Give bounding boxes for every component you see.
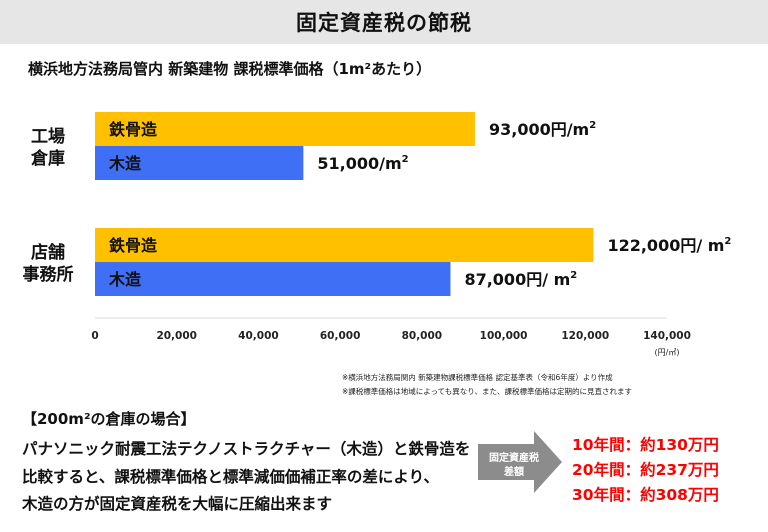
result-10-years: 10年間：約130万円 (572, 436, 719, 454)
right-arrow-icon (478, 431, 562, 493)
arrow-label-line: 差額 (504, 467, 524, 478)
chart-subtitle: 横浜地方法務局管内 新築建物 課税標準価格（1m²あたり） (28, 60, 432, 78)
x-tick-label: 120,000 (561, 330, 609, 342)
x-tick-label: 100,000 (480, 330, 528, 342)
bar-series-label: 鉄骨造 (109, 236, 158, 255)
arrow-label-line: 固定資産税 (489, 453, 539, 464)
arrow-label: 固定資産税 差額 (480, 452, 548, 480)
data-label: 93,000円/m2 (489, 120, 596, 139)
x-tick-label: 80,000 (402, 330, 443, 342)
bar-series-label: 木造 (108, 270, 142, 289)
category-label: 店舗 (31, 242, 65, 263)
category-label: 事務所 (23, 264, 74, 285)
x-tick-label: 0 (91, 330, 98, 342)
title-bar: 固定資産税の節税 (0, 0, 768, 44)
case-heading: 【200m²の倉庫の場合】 (22, 410, 196, 428)
source-notes: ※横浜地方法務局関内 新築建物課税標準価格 認定基準表（令和6年度）より作成 ※… (342, 371, 632, 399)
category-label: 工場 (31, 127, 65, 147)
case-line: 比較すると、課税標準価格と標準減価価補正率の差により、 (22, 467, 439, 486)
category-label: 倉庫 (30, 148, 65, 169)
bar (95, 112, 475, 146)
x-tick-label: 40,000 (238, 330, 279, 342)
bar (95, 262, 451, 296)
page-title: 固定資産税の節税 (296, 11, 472, 35)
x-tick-label: 20,000 (156, 330, 197, 342)
result-30-years: 30年間：約308万円 (572, 486, 719, 504)
case-line: パナソニック耐震工法テクノストラクチャー（木造）と鉄骨造を (22, 440, 471, 458)
bar-series-label: 鉄骨造 (109, 120, 158, 139)
savings-results: 10年間：約130万円 20年間：約237万円 30年間：約308万円 (572, 433, 719, 508)
x-tick-label: 140,000 (643, 330, 691, 342)
revision-note: ※課税標準価格は地域によっても異なり、また、課税標準価格は定期的に見直されます (342, 387, 633, 396)
bar (95, 228, 594, 262)
case-description: パナソニック耐震工法テクノストラクチャー（木造）と鉄骨造を 比較すると、課税標準… (22, 436, 470, 519)
bar-series-label: 木造 (108, 154, 142, 173)
bar (95, 146, 304, 180)
source-note: ※横浜地方法務局関内 新築建物課税標準価格 認定基準表（令和6年度）より作成 (342, 373, 613, 382)
x-axis-unit: (円/㎡) (655, 348, 680, 357)
case-line: 木造の方が固定資産税を大幅に圧縮出来ます (22, 495, 333, 513)
data-label: 122,000円/ m2 (607, 236, 731, 255)
data-label: 51,000/m2 (317, 154, 408, 173)
data-label: 87,000円/ m2 (464, 270, 577, 289)
result-20-years: 20年間：約237万円 (572, 461, 719, 479)
x-tick-label: 60,000 (320, 330, 361, 342)
